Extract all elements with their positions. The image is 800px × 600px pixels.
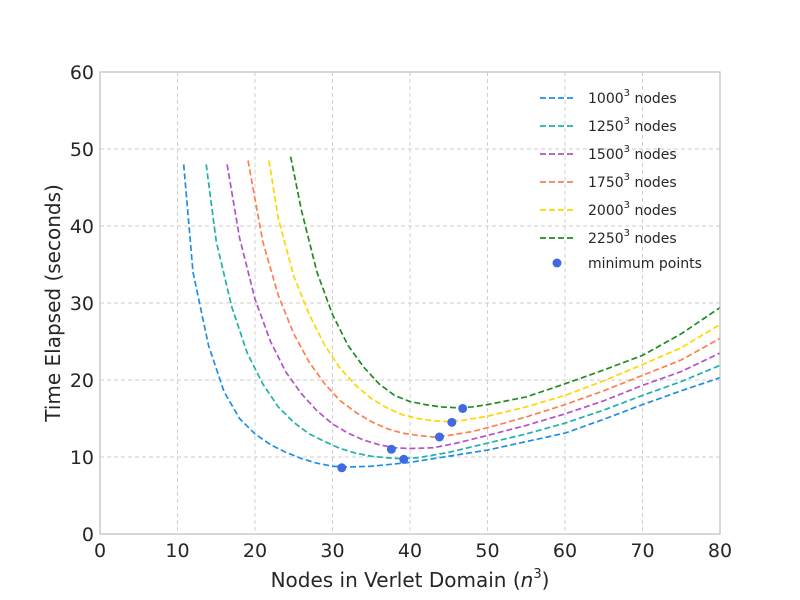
legend-label-1500: 15003 nodes bbox=[588, 144, 677, 163]
legend-swatch-minimum-points bbox=[552, 258, 562, 268]
x-axis-label: Nodes in Verlet Domain (n3) bbox=[271, 567, 550, 592]
minimum-point bbox=[458, 403, 468, 413]
legend-label-1000: 10003 nodes bbox=[588, 88, 677, 107]
x-tick-labels: 0 10 20 30 40 50 60 70 80 bbox=[94, 540, 732, 562]
x-axis-label-math: n bbox=[521, 568, 534, 592]
legend-label-1250: 12503 nodes bbox=[588, 116, 677, 135]
y-tick-label: 10 bbox=[70, 447, 94, 469]
y-tick-label: 60 bbox=[70, 62, 94, 84]
series-line-2000 bbox=[268, 160, 721, 423]
series-line-1000 bbox=[182, 164, 721, 468]
legend-label-exp: 3 bbox=[624, 116, 630, 127]
x-axis-label-close: ) bbox=[542, 568, 550, 592]
legend-label-base: 1000 bbox=[588, 91, 624, 107]
legend-label-suffix: nodes bbox=[630, 147, 677, 163]
legend-label-base: 2000 bbox=[588, 203, 624, 219]
minimum-point bbox=[447, 417, 457, 427]
legend-label-base: 1750 bbox=[588, 175, 624, 191]
legend-label-exp: 3 bbox=[624, 172, 630, 183]
x-tick-label: 10 bbox=[165, 540, 189, 562]
legend-label-exp: 3 bbox=[624, 144, 630, 155]
plot-frame bbox=[99, 71, 721, 535]
legend-label-base: 1250 bbox=[588, 119, 624, 135]
y-tick-label: 20 bbox=[70, 370, 94, 392]
minimum-point bbox=[399, 454, 409, 464]
x-tick-label: 30 bbox=[320, 540, 344, 562]
x-tick-label: 20 bbox=[243, 540, 267, 562]
x-axis-label-exp: 3 bbox=[533, 567, 541, 582]
y-tick-labels: 0 10 20 30 40 50 60 bbox=[70, 62, 94, 546]
series-layer bbox=[182, 156, 721, 468]
legend-label-2250: 22503 nodes bbox=[588, 228, 677, 247]
x-tick-label: 60 bbox=[553, 540, 577, 562]
y-tick-label: 0 bbox=[82, 524, 94, 546]
legend-label-exp: 3 bbox=[624, 88, 630, 99]
x-tick-label: 70 bbox=[630, 540, 654, 562]
grid bbox=[100, 72, 720, 534]
x-tick-label: 40 bbox=[398, 540, 422, 562]
series-line-1250 bbox=[205, 164, 721, 460]
legend-label-suffix: nodes bbox=[630, 175, 677, 191]
y-tick-label: 30 bbox=[70, 293, 94, 315]
legend-label-minimum-points: minimum points bbox=[588, 256, 702, 272]
minimum-point bbox=[434, 432, 444, 442]
legend-label-suffix: nodes bbox=[630, 119, 677, 135]
legend-label-exp: 3 bbox=[624, 200, 630, 211]
minimum-point bbox=[337, 463, 347, 473]
legend-label-1750: 17503 nodes bbox=[588, 172, 677, 191]
x-tick-label: 50 bbox=[475, 540, 499, 562]
legend-label-exp: 3 bbox=[624, 228, 630, 239]
legend-label-base: 1500 bbox=[588, 147, 624, 163]
y-tick-label: 50 bbox=[70, 139, 94, 161]
legend-label-2000: 20003 nodes bbox=[588, 200, 677, 219]
minimum-point bbox=[386, 444, 396, 454]
y-axis-label: Time Elapsed (seconds) bbox=[41, 184, 65, 423]
x-tick-label: 80 bbox=[708, 540, 732, 562]
legend-label-suffix: nodes bbox=[630, 91, 677, 107]
x-axis-label-text: Nodes in Verlet Domain bbox=[271, 568, 507, 592]
series-line-2250 bbox=[289, 156, 721, 409]
legend-label-suffix: nodes bbox=[630, 203, 677, 219]
legend-label-suffix: nodes bbox=[630, 231, 677, 247]
legend-label-base: 2250 bbox=[588, 231, 624, 247]
x-axis-label-paren: ( bbox=[506, 568, 520, 592]
y-tick-label: 40 bbox=[70, 216, 94, 238]
minimum-points-layer bbox=[337, 403, 468, 473]
series-line-1500 bbox=[226, 164, 721, 450]
x-tick-label: 0 bbox=[94, 540, 106, 562]
